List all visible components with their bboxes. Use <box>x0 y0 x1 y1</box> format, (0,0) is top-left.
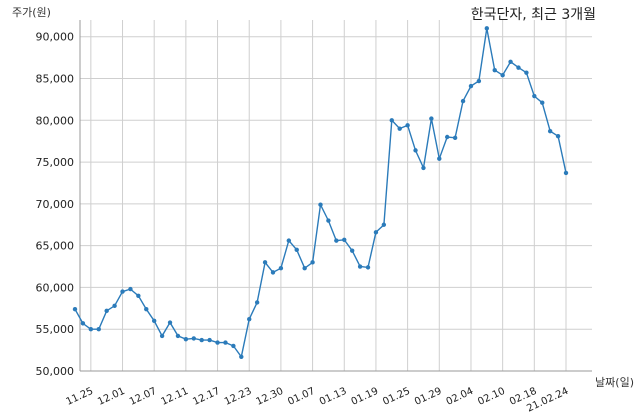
data-point <box>278 266 284 271</box>
data-point <box>397 126 402 131</box>
data-point <box>437 156 442 161</box>
series-line <box>74 28 567 359</box>
y-tick-label: 50,000 <box>36 365 75 378</box>
data-point <box>96 327 101 332</box>
data-point <box>247 316 252 322</box>
x-tick-label: 12.11 <box>160 386 191 408</box>
data-point <box>207 337 212 343</box>
x-axis-label: 날짜(일) <box>595 376 634 389</box>
y-tick-label: 55,000 <box>36 323 75 336</box>
data-point <box>445 134 450 140</box>
data-point <box>239 354 244 359</box>
data-point <box>349 248 355 253</box>
data-point <box>468 83 474 89</box>
y-axis-label: 주가(원) <box>12 6 51 19</box>
data-point <box>191 336 196 341</box>
data-point <box>508 59 513 64</box>
y-tick-label: 75,000 <box>36 156 75 169</box>
data-point <box>365 265 371 270</box>
data-point <box>72 306 78 312</box>
data-point <box>159 333 165 339</box>
data-point <box>429 116 434 121</box>
data-point <box>452 135 458 141</box>
data-point <box>294 247 299 253</box>
data-point <box>175 333 181 339</box>
x-tick-label: 01.07 <box>286 386 317 408</box>
data-point <box>357 264 363 269</box>
y-tick-label: 65,000 <box>36 240 75 253</box>
chart-title: 한국단자, 최근 3개월 <box>470 7 596 23</box>
data-point <box>413 148 418 153</box>
x-tick-label: 12.07 <box>128 386 159 408</box>
data-point <box>167 320 173 325</box>
data-point <box>104 308 109 314</box>
data-point <box>80 321 86 326</box>
data-point <box>484 26 490 31</box>
x-tick-label: 12.01 <box>96 386 127 408</box>
data-point <box>326 218 331 223</box>
data-point <box>381 222 387 227</box>
data-point <box>199 337 204 343</box>
data-point <box>476 78 482 84</box>
x-tick-label: 12.17 <box>191 386 222 408</box>
data-point <box>112 303 117 309</box>
y-tick-label: 80,000 <box>36 114 75 127</box>
data-point <box>223 340 228 345</box>
data-point <box>540 100 545 105</box>
x-tick-label: 12.23 <box>223 386 254 408</box>
data-point <box>120 289 125 294</box>
x-tick-label: 12.30 <box>255 386 286 408</box>
data-point <box>262 260 268 265</box>
data-point <box>215 340 220 345</box>
data-point <box>310 260 315 265</box>
data-point <box>524 70 529 75</box>
y-tick-label: 90,000 <box>36 31 75 44</box>
data-point <box>128 286 133 292</box>
data-point <box>405 123 410 128</box>
y-tick-label: 70,000 <box>36 198 75 211</box>
data-point <box>460 98 466 104</box>
x-tick-label: 01.29 <box>413 386 444 408</box>
x-tick-label: 01.25 <box>381 386 412 408</box>
x-tick-label: 02.10 <box>476 386 507 408</box>
x-tick-label: 02.04 <box>445 386 476 408</box>
y-tick-label: 60,000 <box>36 281 75 294</box>
data-point <box>88 327 94 332</box>
data-point <box>532 93 537 99</box>
data-point <box>563 170 569 176</box>
data-point <box>151 318 157 324</box>
data-point <box>254 300 260 305</box>
data-point <box>136 293 141 298</box>
data-point <box>373 230 379 235</box>
data-point <box>302 266 307 271</box>
data-point <box>492 67 497 73</box>
data-point <box>547 128 553 134</box>
data-point <box>183 337 189 342</box>
y-tick-label: 85,000 <box>36 73 75 86</box>
data-point <box>516 65 521 70</box>
data-point <box>270 270 276 275</box>
x-tick-label: 01.19 <box>350 386 381 408</box>
data-point <box>286 238 292 243</box>
data-point <box>421 165 426 171</box>
data-point <box>389 118 394 123</box>
data-point <box>144 306 149 312</box>
x-tick-label: 11.25 <box>65 386 96 408</box>
data-point <box>555 133 561 139</box>
data-point <box>342 237 347 242</box>
x-tick-label: 01.13 <box>318 386 349 408</box>
data-point <box>334 238 339 243</box>
data-point <box>231 343 236 349</box>
data-point <box>500 72 505 78</box>
data-point <box>318 202 323 207</box>
